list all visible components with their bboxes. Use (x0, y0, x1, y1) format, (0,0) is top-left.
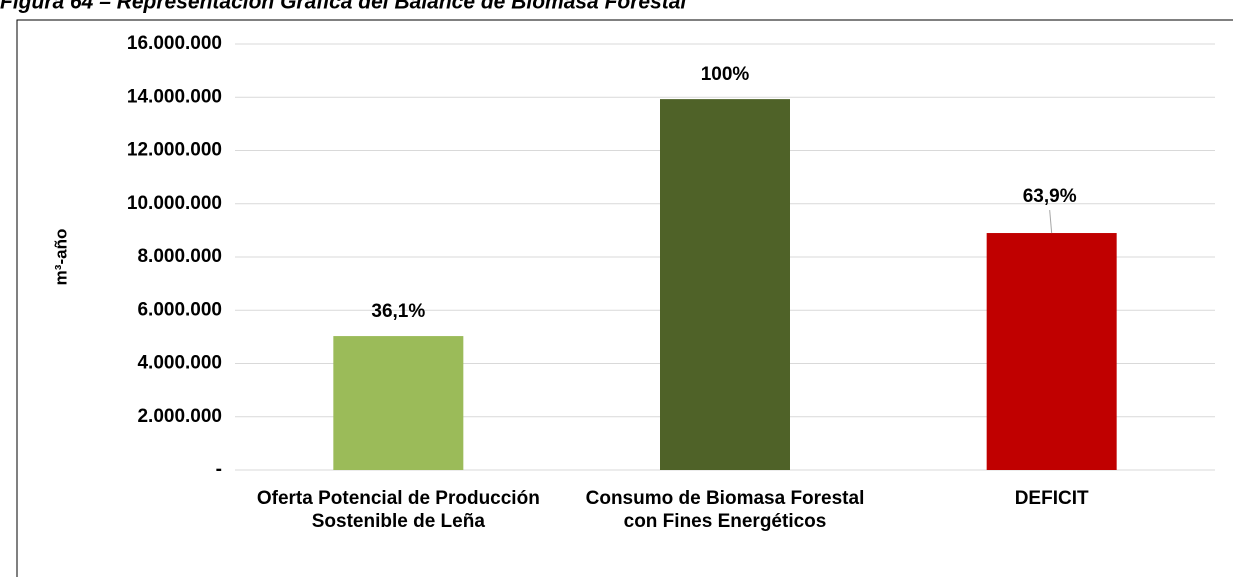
bar (660, 99, 790, 471)
data-label: 63,9% (1023, 186, 1077, 207)
y-tick-label: 16.000.000 (127, 33, 222, 54)
y-tick-label: 2.000.000 (137, 406, 222, 427)
bar (333, 336, 464, 470)
y-axis-label: m³-año (51, 229, 70, 286)
y-tick-label: 12.000.000 (127, 140, 222, 161)
y-tick-label: 4.000.000 (137, 353, 222, 374)
y-tick-label: 6.000.000 (137, 299, 222, 320)
y-tick-label: 14.000.000 (127, 86, 222, 107)
x-tick-label: Oferta Potencial de Producción Sostenibl… (256, 488, 540, 532)
chart-title: Figura 64 – Representación Gráfica del B… (0, 0, 687, 14)
data-label: 100% (701, 64, 750, 85)
x-tick-label: Consumo de Biomasa Forestal con Fines En… (585, 488, 865, 532)
y-tick-label: 8.000.000 (137, 246, 222, 267)
bar (986, 233, 1117, 470)
chart-border (16, 19, 1233, 577)
x-tick-label: DEFICIT (1014, 488, 1089, 509)
leader-line (1049, 209, 1053, 234)
data-label: 36,1% (371, 301, 425, 322)
y-tick-label: - (216, 459, 222, 480)
y-tick-label: 10.000.000 (127, 193, 222, 214)
